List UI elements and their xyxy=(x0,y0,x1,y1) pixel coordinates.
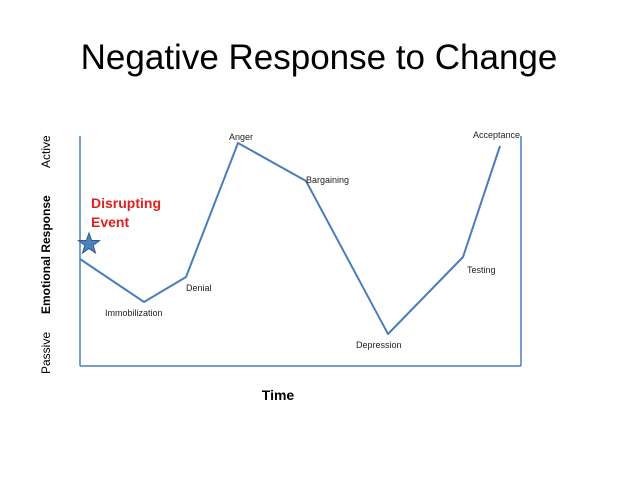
x-axis-label: Time xyxy=(262,387,295,403)
stage-label-testing: Testing xyxy=(467,265,496,275)
stage-label-bargaining: Bargaining xyxy=(306,175,349,185)
stage-label-anger: Anger xyxy=(229,132,253,142)
slide-title: Negative Response to Change xyxy=(80,38,558,77)
y-axis-high-label: Active xyxy=(39,135,53,168)
event-label-line1: Disrupting xyxy=(91,195,161,211)
event-label-line2: Event xyxy=(91,214,129,230)
stage-label-depression: Depression xyxy=(356,340,402,350)
stage-label-immobilization: Immobilization xyxy=(105,308,163,318)
stage-label-denial: Denial xyxy=(186,283,212,293)
y-axis-name: Emotional Response xyxy=(39,195,53,314)
stage-label-acceptance: Acceptance xyxy=(473,130,520,140)
y-axis-low-label: Passive xyxy=(39,332,53,374)
star-icon xyxy=(77,231,101,255)
y-axis-label-group: Passive Emotional Response Active xyxy=(39,135,53,374)
response-curve xyxy=(79,142,501,335)
